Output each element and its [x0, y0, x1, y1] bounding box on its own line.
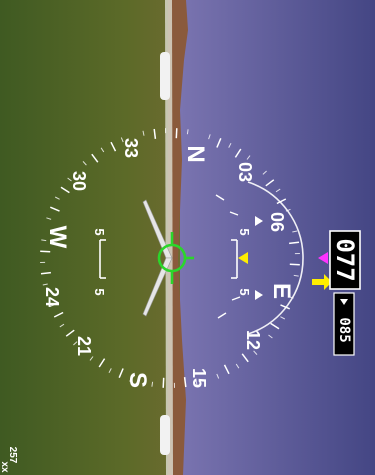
compass-minor-tick	[49, 304, 55, 308]
heading-label-30: 30	[69, 171, 89, 191]
pitch-mark-left-upper: 5	[92, 228, 107, 235]
compass-minor-tick	[195, 380, 198, 386]
compass-minor-tick	[216, 373, 220, 379]
compass-tick	[276, 198, 287, 205]
corner-value-a: 257	[7, 447, 18, 464]
compass-tick	[50, 206, 60, 212]
heading-label-33: 33	[121, 138, 141, 158]
compass-minor-tick	[89, 356, 94, 361]
selected-heading-readout: 085	[333, 292, 355, 356]
horizon-segment-bottom	[160, 415, 170, 455]
compass-tick	[241, 353, 249, 363]
compass-minor-tick	[41, 239, 47, 242]
compass-tick	[270, 322, 280, 330]
compass-minor-tick	[82, 161, 87, 166]
compass-minor-tick	[235, 363, 240, 369]
compass-minor-tick	[129, 376, 132, 382]
corner-value-b: xx	[0, 461, 10, 473]
bank-scale-ticks	[215, 194, 241, 319]
bank-scale-arc	[247, 181, 304, 335]
heading-bug-icon	[318, 252, 328, 264]
horizon-line	[165, 0, 173, 475]
compass-minor-tick	[268, 334, 273, 339]
compass-minor-tick	[275, 188, 281, 193]
flight-path-marker	[157, 232, 194, 284]
compass-minor-tick	[59, 323, 65, 328]
compass-minor-tick	[262, 170, 267, 175]
horizon-segment-top	[160, 52, 170, 100]
heading-readout: 077	[329, 230, 361, 290]
compass-minor-tick	[293, 274, 299, 277]
heading-label-12: 12	[243, 330, 263, 350]
selected-heading-value: 085	[336, 317, 352, 342]
compass-tick	[91, 153, 99, 163]
heading-label-21: 21	[74, 336, 94, 356]
compass-minor-tick	[100, 147, 105, 153]
heading-value: 077	[331, 238, 359, 281]
compass-tick	[40, 250, 51, 253]
compass-minor-tick	[228, 142, 232, 148]
wind-arrow-icon	[312, 274, 332, 290]
slip-marker-lower	[255, 290, 263, 300]
compass-tick	[118, 368, 124, 378]
compass-tick	[234, 148, 242, 158]
compass-tick	[223, 364, 230, 375]
compass-minor-tick	[151, 381, 154, 387]
compass-tick	[60, 186, 70, 194]
pitch-ladder	[99, 239, 238, 279]
compass-minor-tick	[73, 341, 78, 346]
compass-minor-tick	[42, 283, 48, 286]
heading-label-03: 03	[235, 162, 255, 182]
compass-tick	[175, 128, 178, 139]
compass-tick	[265, 179, 275, 187]
compass-tick	[110, 141, 117, 152]
compass-tick	[280, 304, 290, 310]
heading-label-n: N	[182, 145, 209, 162]
compass-minor-tick	[46, 217, 52, 220]
compass-tick	[183, 377, 187, 388]
aircraft-symbol	[142, 199, 173, 317]
pitch-mark-left-lower: 5	[92, 288, 107, 295]
ground-area	[0, 0, 180, 475]
compass-tick	[65, 329, 75, 337]
compass-minor-tick	[186, 129, 189, 135]
compass-minor-tick	[120, 137, 124, 143]
compass-minor-tick	[54, 196, 60, 200]
compass-minor-tick	[67, 177, 72, 182]
pitch-mark-right-lower: 5	[237, 288, 252, 295]
heading-label-24: 24	[42, 287, 62, 307]
horizon-ridge	[168, 0, 188, 475]
slip-marker-upper	[255, 216, 263, 226]
pitch-mark-right-upper: 5	[237, 228, 252, 235]
track-marker	[238, 252, 248, 264]
compass-rose	[40, 128, 300, 388]
compass-minor-tick	[292, 230, 298, 233]
heading-label-s: S	[124, 372, 151, 388]
compass-minor-tick	[280, 316, 286, 320]
compass-tick	[40, 271, 51, 275]
compass-tick	[216, 138, 222, 148]
compass-minor-tick	[208, 134, 211, 140]
heading-label-15: 15	[189, 368, 209, 388]
compass-tick	[289, 263, 300, 266]
compass-minor-tick	[253, 350, 258, 355]
compass-minor-tick	[108, 368, 112, 374]
compass-tick	[53, 311, 64, 318]
compass-tick	[162, 377, 165, 388]
heading-label-e: E	[268, 283, 295, 299]
compass-tick	[289, 241, 300, 245]
heading-label-06: 06	[267, 212, 287, 232]
compass-minor-tick	[142, 130, 145, 136]
compass-tick	[153, 128, 157, 139]
compass-minor-tick	[246, 155, 251, 160]
selected-heading-bug-icon	[340, 299, 348, 305]
compass-tick	[98, 358, 106, 368]
heading-label-w: W	[44, 226, 71, 249]
